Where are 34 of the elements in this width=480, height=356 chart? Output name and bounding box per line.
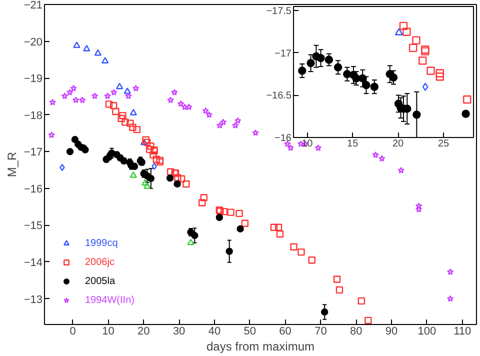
y-tick-label: −21 bbox=[24, 0, 43, 12]
y-tick-label: −15 bbox=[24, 220, 43, 232]
y-tick-label: −19 bbox=[24, 73, 43, 86]
y-tick-label: −17 bbox=[274, 48, 292, 60]
legend-label: 1999cq bbox=[85, 238, 118, 248]
y-tick-label: −20 bbox=[24, 36, 43, 48]
x-tick-label: 70 bbox=[314, 326, 327, 338]
y-tick-label: −16 bbox=[24, 183, 43, 196]
x-tick-label: 20 bbox=[392, 138, 404, 150]
x-tick-label: 25 bbox=[438, 138, 450, 150]
x-axis-title: days from maximum bbox=[206, 340, 315, 354]
y-tick-label: −16 bbox=[274, 133, 292, 144]
x-tick-label: 15 bbox=[347, 138, 359, 150]
y-tick-label: −18 bbox=[24, 110, 43, 122]
y-tick-label: −17.5 bbox=[266, 6, 292, 18]
x-tick-label: 90 bbox=[385, 326, 398, 338]
x-tick-label: 40 bbox=[208, 326, 221, 338]
x-tick-label: 10 bbox=[102, 326, 114, 338]
legend-label: 2006jc bbox=[85, 256, 114, 268]
y-tick-label: −17 bbox=[24, 146, 43, 159]
x-tick-label: 80 bbox=[350, 326, 362, 338]
legend-label: 1994W(IIn) bbox=[85, 294, 134, 306]
x-tick-label: 0 bbox=[70, 326, 76, 338]
y-tick-label: −16.5 bbox=[266, 90, 292, 102]
x-tick-label: 110 bbox=[454, 326, 472, 338]
x-tick-label: 50 bbox=[244, 326, 256, 338]
y-axis-title: M_R bbox=[4, 152, 19, 178]
x-tick-label: 100 bbox=[418, 326, 436, 338]
x-tick-label: 60 bbox=[279, 326, 292, 338]
y-tick-label: −13 bbox=[24, 294, 43, 306]
y-tick-label: −14 bbox=[24, 256, 43, 269]
x-tick-label: 20 bbox=[138, 326, 150, 338]
legend-label: 2005la bbox=[85, 276, 116, 286]
x-tick-label: 30 bbox=[172, 326, 186, 338]
